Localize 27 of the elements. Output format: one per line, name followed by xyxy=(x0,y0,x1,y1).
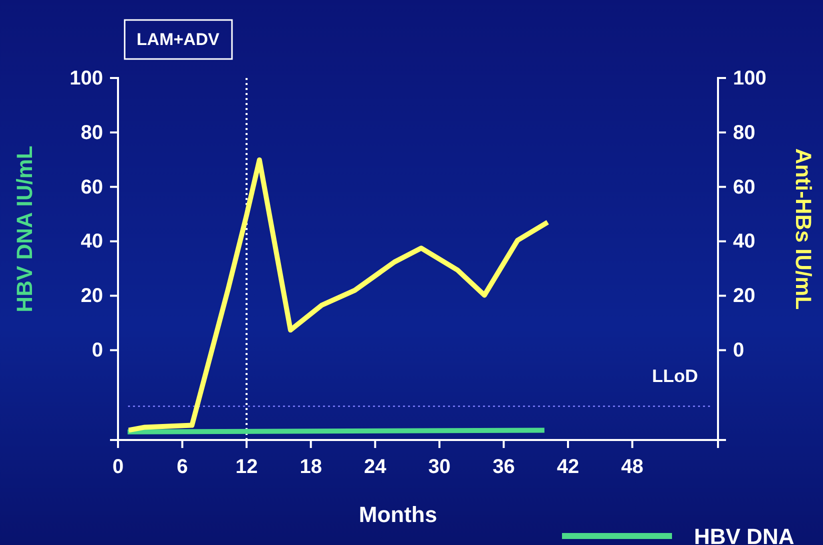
y-tick-label: 100 xyxy=(70,67,103,90)
legend-label: HBV DNA xyxy=(694,524,794,545)
x-tick-label: 36 xyxy=(492,456,515,478)
y2-tick-label: 100 xyxy=(733,67,766,90)
ref-line-label: LLoD xyxy=(652,366,698,386)
y2-axis-title: Anti-HBs IU/mL xyxy=(791,148,816,310)
y-axis-title: HBV DNA IU/mL xyxy=(12,146,37,312)
y-tick-label: 0 xyxy=(92,340,103,362)
x-tick-label: 12 xyxy=(235,456,258,478)
y2-tick-label: 20 xyxy=(733,285,756,308)
x-tick-label: 6 xyxy=(176,456,188,478)
x-tick-label: 18 xyxy=(300,456,322,478)
y-tick-label: 40 xyxy=(80,230,103,253)
x-tick-label: 0 xyxy=(112,456,124,478)
x-tick-label: 42 xyxy=(556,456,580,478)
text: LAM+ADV xyxy=(136,30,220,49)
y-tick-label: 60 xyxy=(80,176,103,198)
x-tick-label: 24 xyxy=(364,456,388,478)
x-tick-label: 48 xyxy=(621,456,644,478)
x-tick-label: 30 xyxy=(428,456,451,478)
y-tick-label: 80 xyxy=(80,122,103,144)
y2-tick-label: 80 xyxy=(733,122,756,144)
x-axis-title: Months xyxy=(358,502,438,527)
y2-tick-label: 40 xyxy=(733,230,756,253)
y2-tick-label: 60 xyxy=(733,176,756,198)
y2-tick-label: 0 xyxy=(733,340,744,362)
y-tick-label: 20 xyxy=(80,285,103,308)
